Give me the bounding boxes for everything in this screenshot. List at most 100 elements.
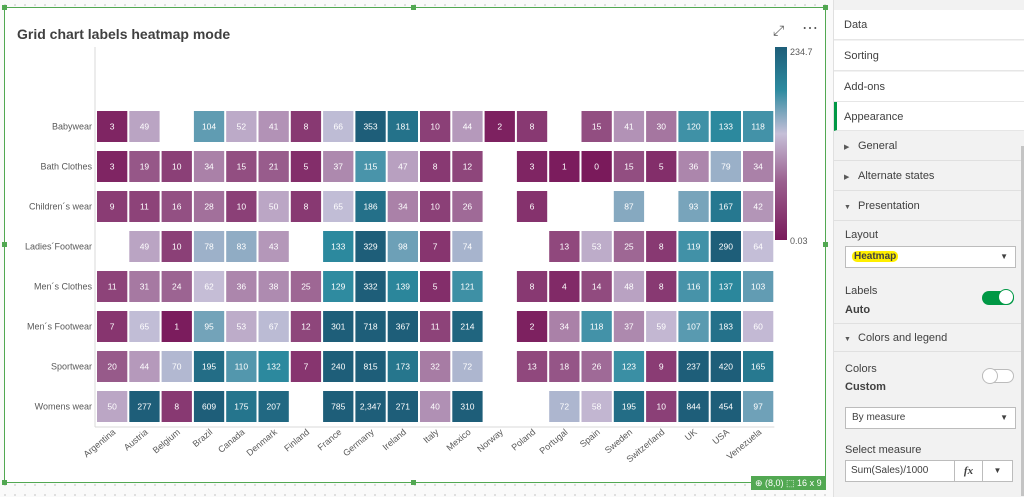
heatmap-cell[interactable] [678,351,709,382]
heatmap-cell[interactable] [323,231,354,262]
heatmap-cell[interactable] [161,351,192,382]
heatmap-cell[interactable] [226,351,257,382]
heatmap-cell[interactable] [129,151,160,182]
heatmap-cell[interactable] [323,391,354,422]
heatmap-cell[interactable] [193,271,225,302]
heatmap-cell[interactable] [452,311,483,342]
heatmap-cell[interactable] [581,351,612,382]
heatmap-cell[interactable] [581,151,612,182]
heatmap-cell[interactable] [420,191,451,222]
heatmap-cell[interactable] [452,191,483,222]
heatmap-cell[interactable] [226,151,257,182]
heatmap-cell[interactable] [743,271,774,302]
heatmap-cell[interactable] [323,271,354,302]
heatmap-cell[interactable] [420,111,451,142]
heatmap-cell[interactable] [258,311,289,342]
heatmap-cell[interactable] [387,311,418,342]
heatmap-cell[interactable] [743,151,774,182]
resize-handle[interactable] [2,242,7,247]
heatmap-cell[interactable] [710,191,741,222]
heatmap-cell[interactable] [613,271,645,302]
expression-editor-button[interactable]: fx [955,460,983,482]
heatmap-cell[interactable] [355,231,386,262]
heatmap-cell[interactable] [226,271,257,302]
heatmap-cell[interactable] [226,391,257,422]
heatmap-cell[interactable] [129,231,160,262]
heatmap-cell[interactable] [355,191,386,222]
heatmap-cell[interactable] [549,311,580,342]
nav-sorting[interactable]: Sorting [834,41,1024,71]
heatmap-cell[interactable] [613,311,645,342]
heatmap-cell[interactable] [355,351,386,382]
heatmap-cell[interactable] [678,271,709,302]
heatmap-cell[interactable] [129,351,160,382]
heatmap-cell[interactable] [710,151,741,182]
heatmap-cell[interactable] [516,111,548,142]
heatmap-cell[interactable] [678,191,709,222]
heatmap-cell[interactable] [581,391,612,422]
nav-appearance[interactable]: Appearance [834,102,1024,131]
heatmap-cell[interactable] [516,191,548,222]
heatmap-cell[interactable] [452,391,483,422]
heatmap-cell[interactable] [193,151,225,182]
heatmap-cell[interactable] [193,231,225,262]
heatmap-cell[interactable] [646,271,677,302]
heatmap-cell[interactable] [97,271,128,302]
heatmap-cell[interactable] [452,271,483,302]
heatmap-cell[interactable] [258,351,289,382]
heatmap-cell[interactable] [613,231,645,262]
heatmap-cell[interactable] [226,191,257,222]
panel-scrollbar[interactable] [1021,146,1024,496]
heatmap-cell[interactable] [323,311,354,342]
heatmap-cell[interactable] [516,311,548,342]
heatmap-cell[interactable] [613,111,645,142]
expand-icon[interactable]: ⤢ [773,22,785,38]
heatmap-cell[interactable] [355,391,386,422]
heatmap-cell[interactable] [258,151,289,182]
section-alternate-states[interactable]: ▶ Alternate states [834,162,1024,191]
heatmap-cell[interactable] [290,271,322,302]
heatmap-cell[interactable] [226,311,257,342]
heatmap-cell[interactable] [387,351,418,382]
measure-expression-input[interactable]: Sum(Sales)/1000 [845,460,955,482]
nav-data[interactable]: Data [834,10,1024,40]
heatmap-cell[interactable] [161,231,192,262]
heatmap-cell[interactable] [420,271,451,302]
heatmap-cell[interactable] [678,151,709,182]
heatmap-cell[interactable] [161,271,192,302]
heatmap-cell[interactable] [290,191,322,222]
heatmap-cell[interactable] [355,311,386,342]
heatmap-cell[interactable] [743,391,774,422]
heatmap-cell[interactable] [193,111,225,142]
heatmap-cell[interactable] [193,351,225,382]
heatmap-cell[interactable] [193,311,225,342]
color-by-dropdown[interactable]: By measure ▼ [845,407,1016,429]
heatmap-cell[interactable] [97,351,128,382]
resize-handle[interactable] [823,242,828,247]
heatmap-cell[interactable] [613,391,645,422]
heatmap-cell[interactable] [355,111,386,142]
heatmap-cell[interactable] [549,271,580,302]
heatmap-cell[interactable] [323,111,354,142]
heatmap-cell[interactable] [290,111,322,142]
heatmap-cell[interactable] [613,351,645,382]
heatmap-cell[interactable] [710,271,741,302]
heatmap-cell[interactable] [613,151,645,182]
resize-handle[interactable] [2,5,7,10]
heatmap-cell[interactable] [581,271,612,302]
resize-handle[interactable] [411,5,416,10]
heatmap-cell[interactable] [549,231,580,262]
heatmap-cell[interactable] [323,191,354,222]
heatmap-cell[interactable] [129,311,160,342]
heatmap-cell[interactable] [161,391,192,422]
heatmap-cell[interactable] [549,351,580,382]
heatmap-cell[interactable] [355,151,386,182]
section-presentation[interactable]: ▼ Presentation [834,192,1024,221]
heatmap-cell[interactable] [452,151,483,182]
labels-toggle[interactable] [982,289,1014,305]
heatmap-cell[interactable] [323,351,354,382]
heatmap-cell[interactable] [743,231,774,262]
heatmap-cell[interactable] [420,391,451,422]
heatmap-cell[interactable] [129,191,160,222]
heatmap-cell[interactable] [581,231,612,262]
